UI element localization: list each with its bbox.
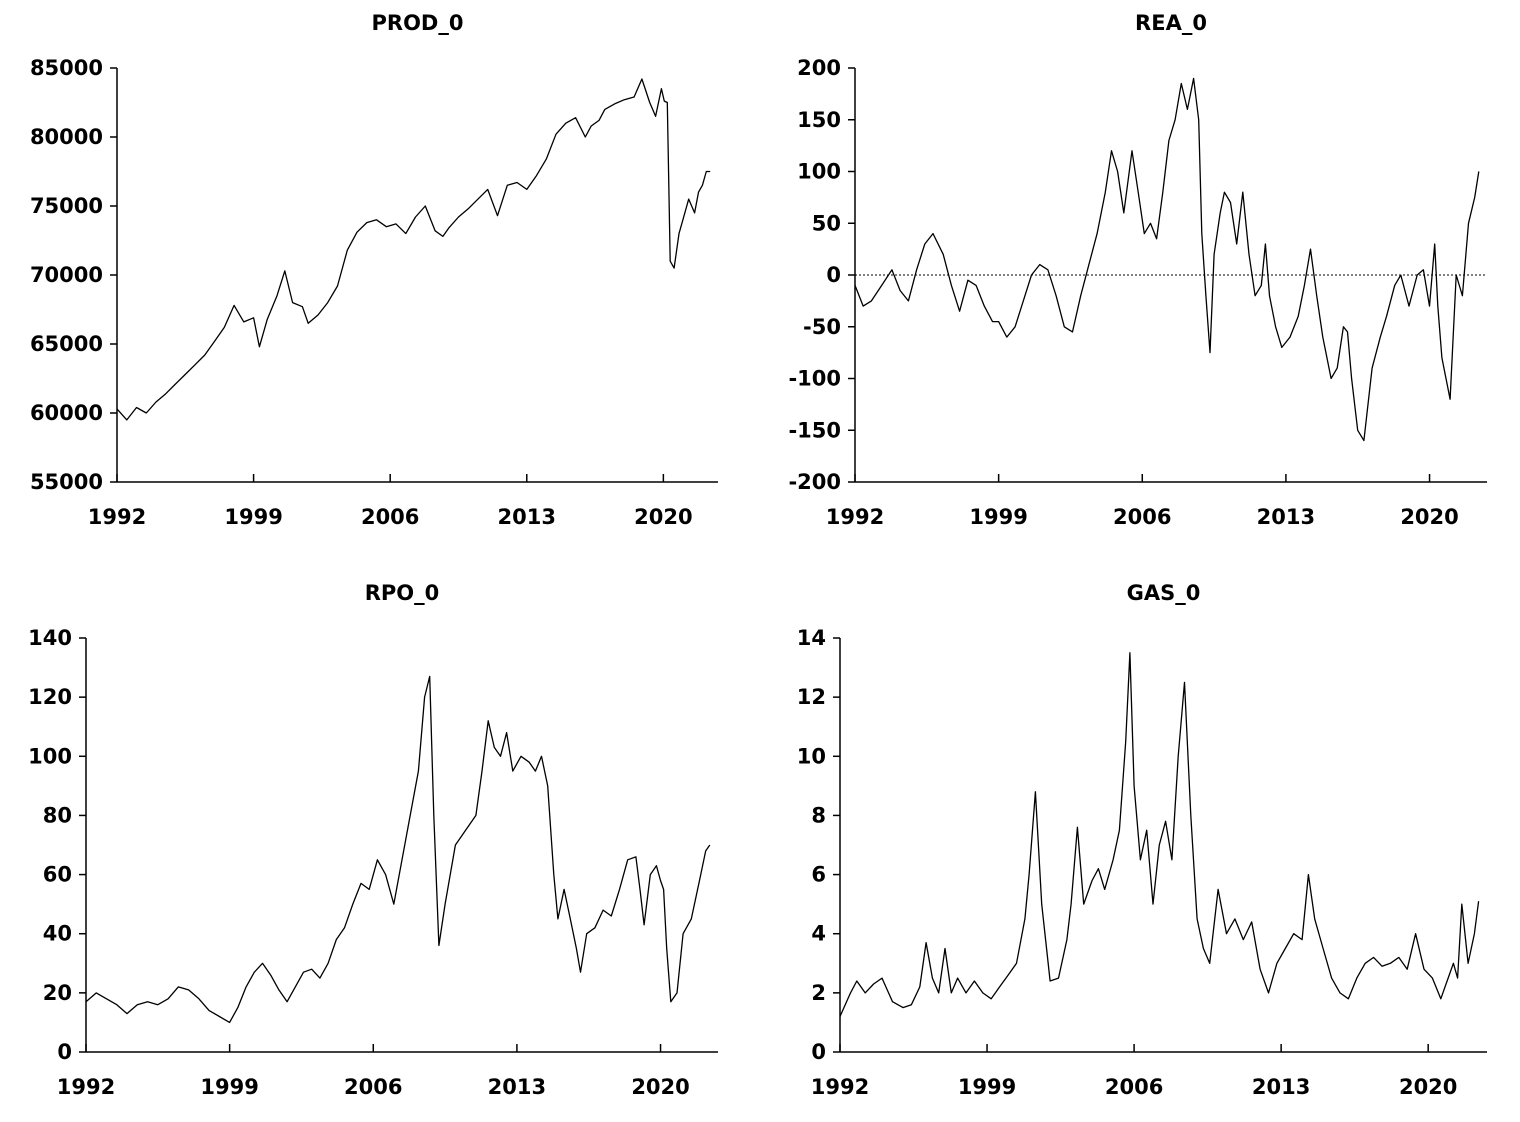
y-tick-label: 4: [811, 922, 826, 946]
x-tick-label: 1992: [88, 505, 146, 529]
y-tick-label: 40: [43, 922, 72, 946]
x-tick-label: 2013: [498, 505, 556, 529]
x-tick-label: 2006: [361, 505, 419, 529]
y-tick-label: 8: [811, 803, 826, 827]
series-line: [85, 675, 711, 1024]
y-tick-label: 60000: [30, 401, 103, 425]
x-tick-label: 1992: [57, 1075, 115, 1099]
y-tick-label: 75000: [30, 194, 103, 218]
chart-panel-3: RPO_0 140 120 100 80 60 40 20 0 1992 1999 2006 2013 2…: [28, 581, 718, 1099]
y-tick-label: 0: [826, 263, 841, 287]
x-tick-label: 2006: [1105, 1075, 1163, 1099]
y-tick-label: 85000: [30, 56, 103, 80]
x-tick-label: 2020: [1400, 505, 1458, 529]
chart-title: REA_0: [1135, 11, 1207, 35]
y-tick-label: 0: [811, 1040, 826, 1064]
y-tick-label: 120: [28, 685, 72, 709]
x-tick-label: 2020: [634, 505, 692, 529]
y-tick-label: 20: [43, 981, 72, 1005]
y-tick-label: 150: [797, 108, 841, 132]
y-tick-label: 100: [28, 744, 72, 768]
y-tick-label: -100: [788, 367, 841, 391]
y-tick-label: -200: [788, 470, 841, 494]
y-tick-label: 80000: [30, 125, 103, 149]
series-line: [116, 78, 711, 421]
x-tick-label: 1999: [969, 505, 1027, 529]
chart-panel-2: REA_0 200 150 100 50 0 -50 -100 -150 -200 1992 1999…: [788, 11, 1487, 529]
x-tick-label: 1999: [200, 1075, 258, 1099]
x-tick-label: 2013: [488, 1075, 546, 1099]
chart-panel-1: PROD_0 85000 80000 75000 70000 65000 60000 5500…: [30, 11, 718, 529]
y-tick-label: 2: [811, 981, 826, 1005]
chart-title: PROD_0: [372, 11, 464, 35]
y-tick-label: 55000: [30, 470, 103, 494]
x-tick-label: 1999: [958, 1075, 1016, 1099]
y-tick-label: 14: [797, 626, 826, 650]
series-line: [854, 77, 1480, 442]
y-tick-label: 10: [797, 744, 826, 768]
y-tick-label: 6: [811, 863, 826, 887]
y-tick-label: -150: [788, 418, 841, 442]
y-tick-label: 65000: [30, 332, 103, 356]
y-tick-label: 140: [28, 626, 72, 650]
x-tick-label: 2006: [344, 1075, 402, 1099]
x-tick-label: 2013: [1257, 505, 1315, 529]
x-tick-label: 2020: [631, 1075, 689, 1099]
chart-title: RPO_0: [365, 581, 440, 605]
x-tick-label: 2006: [1113, 505, 1171, 529]
y-tick-label: 80: [43, 803, 72, 827]
y-tick-label: 100: [797, 160, 841, 184]
y-tick-label: -50: [803, 315, 841, 339]
y-tick-label: 12: [797, 685, 826, 709]
series-line: [839, 652, 1480, 1017]
chart-panel-4: GAS_0 14 12 10 8 6 4 2 0 1992 1999 2006 2013 2020: [797, 581, 1487, 1099]
y-tick-label: 0: [57, 1040, 72, 1064]
y-tick-label: 60: [43, 863, 72, 887]
x-tick-label: 1999: [224, 505, 282, 529]
x-tick-label: 2020: [1399, 1075, 1457, 1099]
x-tick-label: 1992: [811, 1075, 869, 1099]
y-tick-label: 200: [797, 56, 841, 80]
y-tick-label: 50: [812, 211, 841, 235]
chart-title: GAS_0: [1127, 581, 1201, 605]
y-tick-label: 70000: [30, 263, 103, 287]
x-tick-label: 1992: [826, 505, 884, 529]
x-tick-label: 2013: [1252, 1075, 1310, 1099]
